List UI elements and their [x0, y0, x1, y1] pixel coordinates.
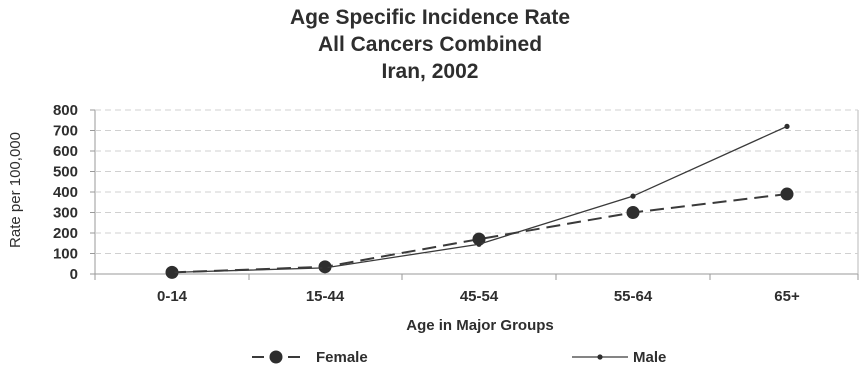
- female-data-point: [472, 232, 486, 246]
- x-tick-label: 0-14: [157, 288, 188, 305]
- y-tick-label: 100: [53, 246, 78, 263]
- legend-male-marker: [597, 354, 603, 360]
- y-tick-label: 0: [70, 266, 78, 283]
- x-tick-label: 55-64: [614, 288, 653, 305]
- chart-title: Age Specific Incidence Rate All Cancers …: [290, 6, 570, 83]
- male-data-point: [322, 265, 328, 271]
- x-tick-label: 45-54: [460, 288, 499, 305]
- y-tick-label: 300: [53, 205, 78, 222]
- y-tick-label: 600: [53, 143, 78, 160]
- male-data-point: [784, 123, 790, 129]
- y-axis-label: Rate per 100,000: [7, 132, 24, 248]
- y-axis-ticks: 0 100 200 300 400 500 600 700 800: [53, 102, 95, 283]
- male-data-point: [169, 269, 175, 275]
- y-tick-label: 400: [53, 184, 78, 201]
- chart-title-line-2: All Cancers Combined: [318, 33, 542, 56]
- female-data-point: [780, 187, 794, 201]
- legend: Female Male: [252, 349, 666, 366]
- series-lines: [165, 123, 794, 279]
- chart-title-line-1: Age Specific Incidence Rate: [290, 6, 570, 29]
- chart-title-line-3: Iran, 2002: [382, 60, 479, 83]
- y-tick-label: 500: [53, 164, 78, 181]
- y-tick-label: 200: [53, 225, 78, 242]
- legend-female-label: Female: [316, 349, 368, 366]
- y-tick-label: 800: [53, 102, 78, 119]
- legend-female-marker: [269, 350, 283, 364]
- female-data-point: [626, 206, 640, 219]
- x-tick-label: 15-44: [306, 288, 345, 305]
- y-tick-label: 700: [53, 123, 78, 140]
- male-data-point: [476, 241, 482, 247]
- male-series-line: [171, 125, 788, 274]
- female-series-line: [171, 193, 788, 274]
- x-axis-ticks: 0-14 15-44 45-54 55-64 65+: [94, 274, 859, 305]
- male-data-point: [630, 193, 636, 199]
- legend-male-label: Male: [633, 349, 666, 366]
- x-tick-label: 65+: [774, 288, 800, 305]
- x-axis-label: Age in Major Groups: [406, 317, 554, 334]
- gridlines: [95, 109, 858, 254]
